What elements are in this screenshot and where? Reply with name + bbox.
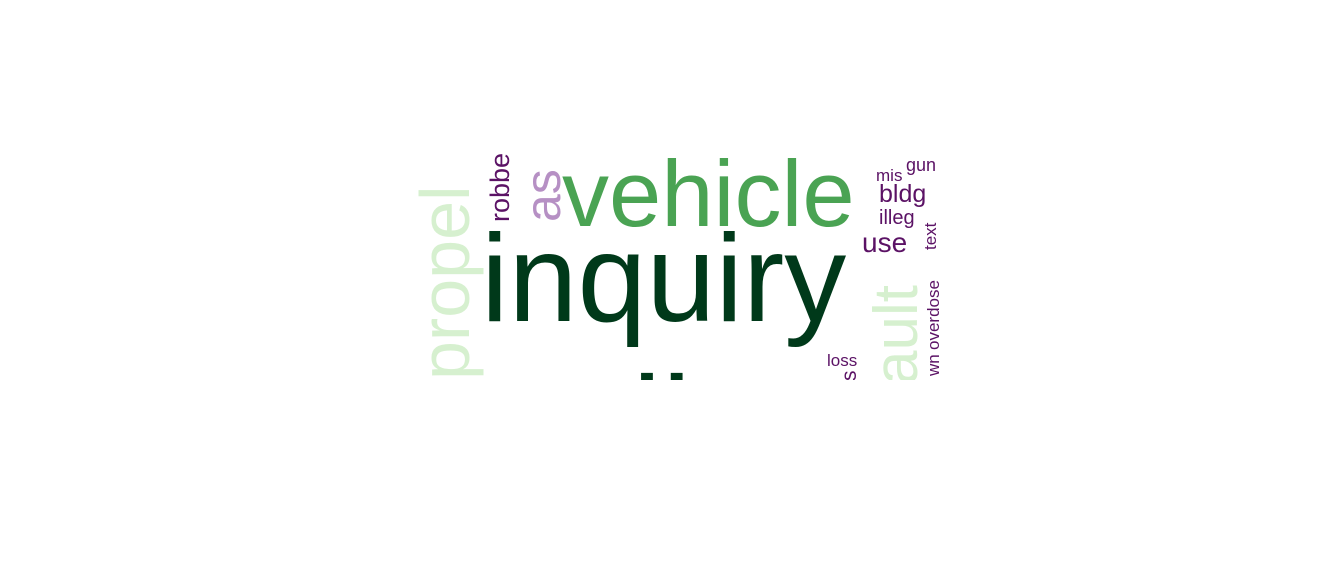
word-inquiry: inquiry <box>481 210 846 348</box>
word-robbery: robbe <box>485 153 515 222</box>
word-loss: loss <box>827 351 857 370</box>
word-overdose: overdose <box>924 280 943 350</box>
word-wn: wn <box>924 354 943 377</box>
word-bldg: bldg <box>879 180 926 208</box>
word-police: police <box>483 350 833 499</box>
word-mis: mis <box>876 166 902 185</box>
word-text: text <box>921 222 940 250</box>
word-s: s <box>838 371 861 382</box>
word-cloud-area: police inquiry vehicle propel ault as ro… <box>406 141 943 499</box>
word-property: propel <box>406 185 484 380</box>
word-use: use <box>862 227 907 258</box>
word-gun: gun <box>906 155 936 175</box>
word-as: as <box>515 169 571 222</box>
word-vehicle: vehicle <box>562 141 855 246</box>
word-assault: ault <box>862 285 931 385</box>
word-illeg: illeg <box>879 207 915 229</box>
